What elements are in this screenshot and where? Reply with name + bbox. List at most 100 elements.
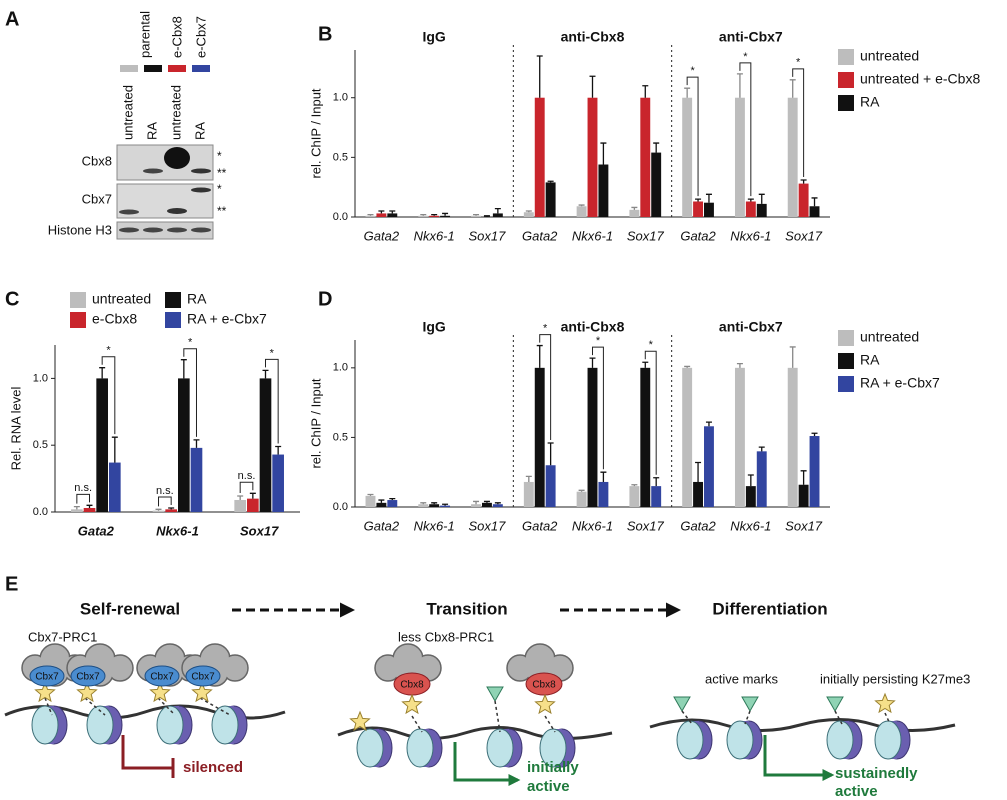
- outcome-label: silenced: [183, 759, 243, 776]
- bar: [190, 447, 203, 512]
- x-tick-label: Gata2: [522, 518, 558, 533]
- y-axis-label: rel. ChIP / Input: [308, 378, 323, 468]
- blot-band: [167, 208, 187, 214]
- protein-label: Cbx7: [150, 672, 174, 683]
- x-tick-label: Gata2: [78, 523, 115, 538]
- x-tick-label: Gata2: [680, 228, 716, 243]
- bar: [587, 97, 598, 217]
- legend-label: untreated + e-Cbx8: [860, 71, 980, 87]
- activation-arrow: [453, 742, 521, 786]
- nucleosome: [156, 705, 193, 745]
- bar: [272, 454, 284, 512]
- bar: [492, 213, 503, 217]
- bar: [787, 97, 798, 217]
- significance-bracket: [239, 481, 254, 493]
- triangle: [486, 686, 504, 702]
- star: [402, 694, 422, 714]
- error-bar: [758, 193, 765, 204]
- bar: [492, 504, 503, 507]
- y-axis-label: Rel. RNA level: [8, 386, 23, 470]
- band-marker: **: [217, 204, 227, 218]
- bar: [83, 507, 96, 512]
- significance-bracket: [158, 496, 172, 507]
- significance-bracket: [183, 348, 197, 437]
- bar: [704, 426, 714, 507]
- mark-label: active marks: [705, 671, 778, 686]
- error-bar: [483, 215, 490, 217]
- repression-arrow: [121, 735, 172, 770]
- error-bar: [237, 495, 244, 500]
- protein: [185, 665, 221, 687]
- lane-color: [168, 65, 186, 72]
- bar: [178, 378, 190, 512]
- triangle: [826, 696, 844, 712]
- error-bar: [262, 369, 269, 379]
- protein-label: Cbx7: [76, 672, 100, 683]
- error-bar: [431, 213, 438, 216]
- error-bar: [73, 506, 80, 510]
- bar: [809, 206, 820, 217]
- significance-label: n.s.: [156, 485, 174, 497]
- group-title: anti-Cbx7: [719, 29, 783, 45]
- bar: [545, 465, 556, 507]
- error-bar: [578, 489, 585, 492]
- bar: [809, 436, 820, 507]
- stage-title: Self-renewal: [80, 599, 180, 618]
- bar: [745, 201, 756, 217]
- x-tick-label: Nkx6-1: [414, 518, 455, 533]
- error-bar: [431, 502, 438, 505]
- panel-label: B: [318, 23, 332, 45]
- lane-color: [120, 65, 138, 72]
- blot-band: [191, 227, 211, 233]
- error-bar: [736, 363, 743, 368]
- legend-swatch: [838, 353, 854, 369]
- error-bar: [589, 357, 596, 368]
- bar: [798, 484, 809, 507]
- y-tick-label: 0.5: [333, 151, 348, 163]
- lane-label: RA: [144, 122, 159, 140]
- x-tick-label: Nkx6-1: [414, 228, 455, 243]
- x-tick-label: Nkx6-1: [572, 228, 613, 243]
- error-bar: [705, 421, 712, 427]
- complex-label: Cbx7-PRC1: [28, 629, 97, 644]
- error-bar: [483, 500, 490, 503]
- group-title: anti-Cbx8: [561, 29, 625, 45]
- bar: [387, 500, 398, 507]
- significance-label: *: [543, 322, 548, 334]
- panel-label: A: [5, 8, 19, 30]
- legend-swatch: [165, 292, 181, 308]
- y-tick-label: 0.0: [333, 501, 348, 513]
- significance-bracket: [686, 76, 699, 197]
- bar: [152, 510, 165, 512]
- error-bar: [736, 73, 743, 98]
- error-bar: [168, 507, 175, 510]
- error-bar: [589, 75, 596, 98]
- x-tick-label: Gata2: [680, 518, 716, 533]
- significance-bracket: [644, 350, 657, 475]
- protein: [29, 665, 65, 687]
- group-title: anti-Cbx7: [719, 319, 783, 335]
- bar: [787, 367, 798, 507]
- protein: [525, 672, 563, 696]
- error-bar: [275, 445, 282, 455]
- error-bar: [758, 446, 765, 452]
- lane-color: [144, 65, 162, 72]
- bar: [682, 367, 693, 507]
- bar: [376, 502, 387, 507]
- lane-color: [192, 65, 210, 72]
- error-bar: [747, 474, 754, 487]
- error-bar: [600, 471, 607, 482]
- blot-band: [167, 227, 187, 233]
- bar: [629, 486, 640, 507]
- bar: [640, 97, 651, 217]
- bar: [481, 502, 492, 507]
- triangle: [741, 696, 759, 712]
- legend-swatch: [70, 312, 86, 328]
- nucleosome: [31, 705, 68, 745]
- error-bar: [684, 365, 691, 368]
- legend-label: untreated: [860, 48, 919, 64]
- protein-label: Cbx7: [35, 672, 59, 683]
- significance-label: *: [796, 57, 801, 69]
- significance-bracket: [739, 62, 752, 197]
- x-tick-label: Nkx6-1: [730, 518, 771, 533]
